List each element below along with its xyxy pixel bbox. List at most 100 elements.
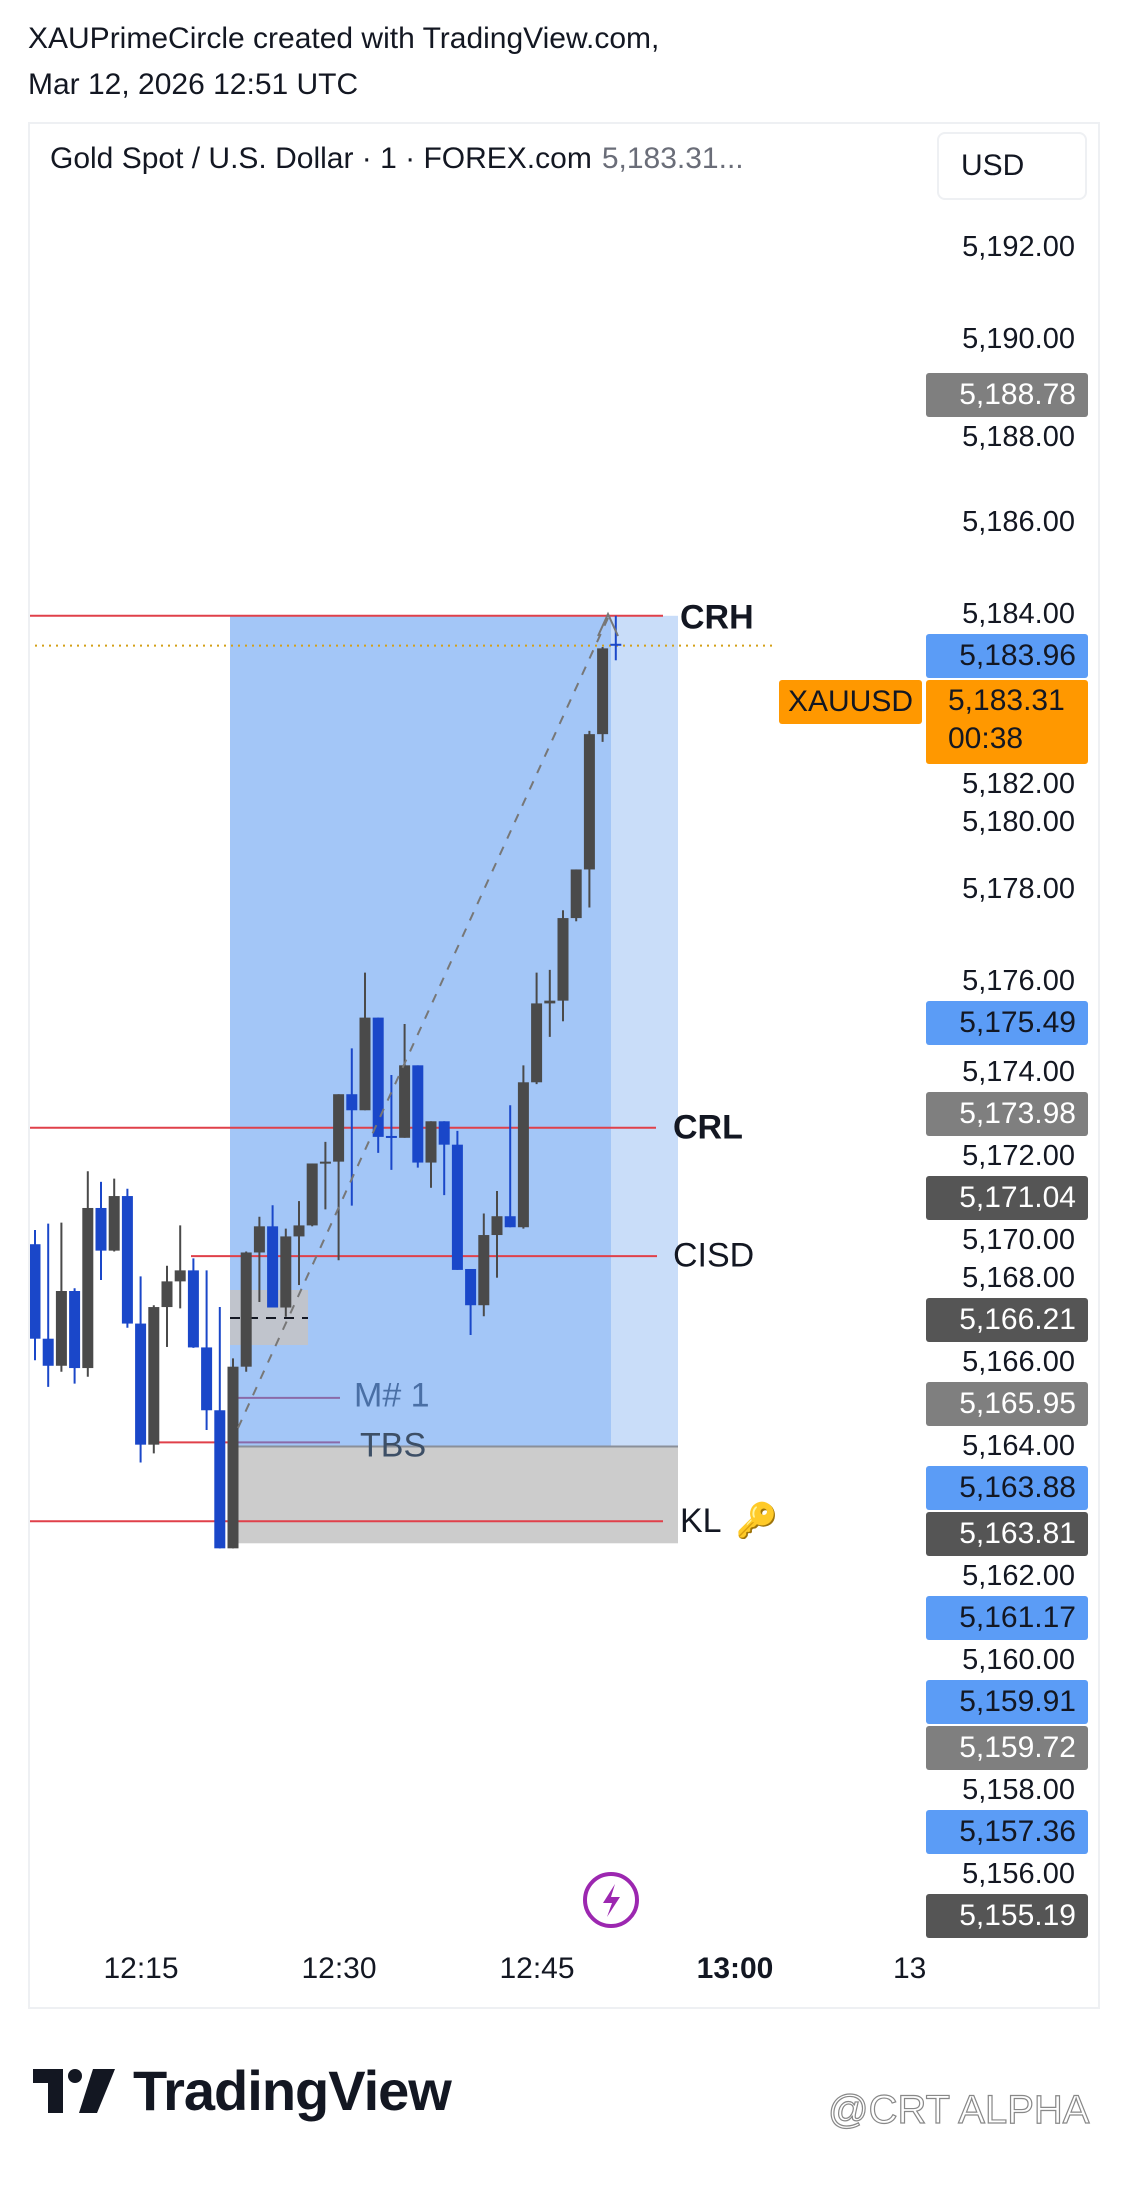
symbol-description: Gold Spot / U.S. Dollar · 1 · FOREX.com: [50, 142, 592, 175]
candle: [491, 1191, 503, 1278]
candle-body: [597, 648, 609, 735]
price-badge: 5,161.17: [926, 1596, 1088, 1640]
candle-body: [531, 1003, 543, 1083]
price-badge: 5,163.81: [926, 1512, 1088, 1556]
price-tick-label: 5,190.00: [962, 322, 1075, 355]
candle: [597, 646, 609, 742]
price-badge: 5,165.95: [926, 1382, 1088, 1426]
price-badge: 5,175.49: [926, 1000, 1088, 1045]
price-tick-label: 5,176.00: [962, 964, 1075, 997]
candle: [227, 1358, 239, 1549]
candle: [399, 1024, 411, 1138]
price-tick-label: 5,192.00: [962, 231, 1075, 263]
price-tick-label: 5,156.00: [962, 1858, 1075, 1890]
price-badge: 5,171.04: [926, 1176, 1088, 1220]
time-tick-label: 12:45: [499, 1952, 575, 1985]
candle-body: [544, 1000, 556, 1004]
candle: [333, 1094, 345, 1261]
candle-body: [174, 1270, 186, 1282]
candle: [610, 615, 622, 661]
price-tick-label: 5,184.00: [962, 597, 1075, 630]
candle-body: [451, 1144, 463, 1270]
candle-body: [161, 1281, 173, 1308]
price-tick-label: 5,178.00: [962, 873, 1075, 906]
price-tick-label: 5,174.00: [962, 1056, 1075, 1088]
candle-body: [504, 1216, 516, 1228]
candle-body: [227, 1366, 239, 1549]
candle-body: [201, 1347, 213, 1411]
candle: [42, 1223, 54, 1387]
candle-body: [333, 1094, 345, 1162]
candle-body: [95, 1207, 107, 1251]
candle: [385, 1074, 397, 1170]
candle: [280, 1228, 292, 1317]
lightning-bolt-icon: [603, 1884, 620, 1917]
candle: [69, 1288, 81, 1384]
current-price-badge: 5,183.31 00:38: [926, 679, 1088, 764]
level-label-text: CRL: [673, 1108, 743, 1147]
projection-line: [237, 617, 609, 1429]
candle-body: [253, 1226, 265, 1253]
candle: [478, 1213, 490, 1317]
candle-body: [491, 1216, 503, 1236]
level-label-kl: KL 🔑: [680, 1501, 778, 1541]
candle-body: [319, 1161, 331, 1164]
candle-body: [280, 1236, 292, 1308]
candle-body: [293, 1225, 305, 1237]
candle-body: [267, 1226, 279, 1308]
bar-countdown: 00:38: [948, 721, 1024, 755]
candle-body: [372, 1017, 384, 1137]
level-label-crl: CRL: [673, 1108, 743, 1147]
candle-body: [108, 1196, 120, 1251]
candle-body: [517, 1082, 529, 1228]
candle: [583, 730, 595, 908]
candle-body: [359, 1017, 371, 1111]
candle: [412, 1065, 424, 1168]
symbol-legend[interactable]: Gold Spot / U.S. Dollar · 1 · FOREX.com 5…: [50, 142, 744, 176]
currency-button[interactable]: USD: [937, 132, 1087, 200]
time-tick-label: 12:30: [301, 1952, 377, 1985]
projection-arrow-icon: [597, 611, 619, 637]
candle-body: [214, 1410, 226, 1549]
snapshot-author: XAUPrimeCircle created with TradingView.…: [28, 22, 660, 55]
candle-body: [346, 1094, 358, 1111]
candle: [544, 969, 556, 1037]
price-tick-label: 5,170.00: [962, 1224, 1075, 1256]
alert-lightning-icon[interactable]: [583, 1872, 639, 1928]
candle: [30, 1229, 41, 1361]
candle: [306, 1163, 318, 1227]
candle: [425, 1121, 437, 1188]
watermark: @CRT ALPHA: [827, 2087, 1090, 2133]
candle-body: [583, 734, 595, 870]
candle: [174, 1225, 186, 1309]
snapshot-timestamp: Mar 12, 2026 12:51 UTC: [28, 68, 359, 101]
candle-body: [148, 1307, 160, 1445]
time-tick-label: 13:00: [696, 1952, 774, 1985]
candle: [359, 972, 371, 1111]
candle: [319, 1141, 331, 1210]
candle: [240, 1251, 252, 1372]
candle: [372, 1017, 384, 1153]
price-tick-label: 5,164.00: [962, 1430, 1075, 1462]
candle-body: [610, 643, 622, 646]
price-badge: 5,188.78: [926, 372, 1088, 417]
candle: [161, 1265, 173, 1347]
candle: [95, 1181, 107, 1280]
candle-body: [385, 1135, 397, 1138]
level-label-crh: CRH: [680, 598, 754, 637]
price-badge: 5,183.96: [926, 633, 1088, 678]
level-label-text: CISD: [673, 1236, 755, 1275]
level-label-text: KL: [680, 1502, 722, 1541]
candle-body: [82, 1207, 94, 1369]
candle: [214, 1307, 226, 1549]
candle: [451, 1130, 463, 1270]
symbol-price-label: XAUUSD: [779, 679, 922, 724]
candle: [121, 1188, 133, 1328]
candle-body: [570, 869, 582, 919]
price-badge: 5,159.72: [926, 1726, 1088, 1770]
time-tick-label: 12:15: [103, 1952, 179, 1985]
time-axis[interactable]: 12:15 12:30 12:45 13:00 13:: [28, 1940, 926, 2000]
price-badge: 5,173.98: [926, 1092, 1088, 1136]
legend-last-price: 5,183.31...: [601, 142, 744, 175]
